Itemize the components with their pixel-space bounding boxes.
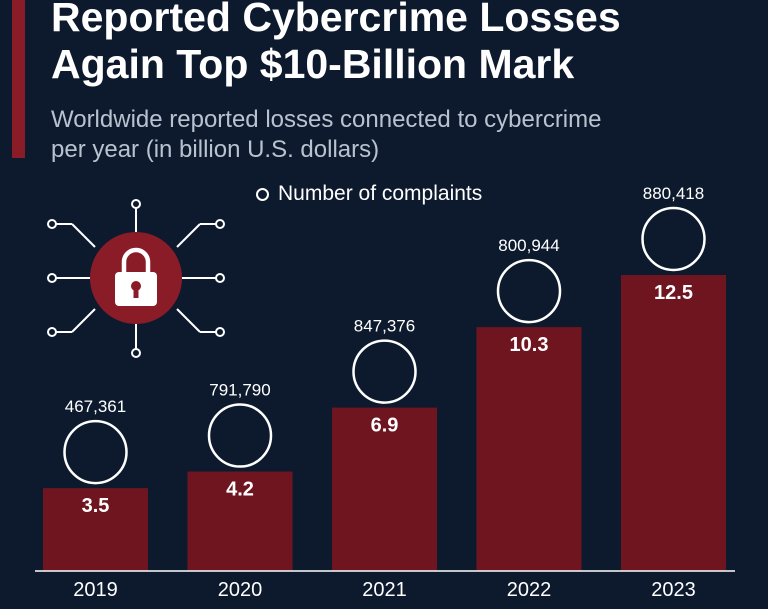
bar-2022 — [476, 327, 582, 571]
legend: Number of complaints — [256, 181, 482, 207]
complaints-label: 847,376 — [354, 317, 415, 336]
bar-2021 — [332, 407, 437, 571]
x-tick-label: 2023 — [651, 579, 696, 601]
bar-value-label: 4.2 — [226, 479, 254, 501]
complaints-circle — [641, 206, 706, 272]
complaints-label: 800,944 — [498, 236, 559, 255]
complaints-circle — [352, 339, 417, 404]
title-line-2: Again Top $10-Billion Mark — [51, 41, 575, 87]
bar-value-label: 3.5 — [82, 495, 110, 517]
bar-2019 — [43, 488, 148, 571]
bar-2020 — [187, 471, 293, 571]
legend-circle-icon — [256, 187, 269, 201]
x-tick-label: 2020 — [218, 579, 263, 601]
subtitle-line-2: per year (in billion U.S. dollars) — [51, 136, 380, 163]
bar-2023 — [621, 275, 726, 571]
complaints-label: 467,361 — [65, 397, 126, 416]
bar-value-label: 6.9 — [371, 415, 399, 437]
bar-value-label: 10.3 — [510, 334, 549, 356]
complaints-circle — [496, 258, 562, 324]
accent-bar — [12, 0, 25, 158]
x-tick-label: 2022 — [507, 579, 552, 601]
bar-value-label: 12.5 — [654, 282, 693, 304]
legend-label: Number of complaints — [278, 182, 483, 205]
chart-subtitle: Worldwide reported losses connected to c… — [51, 105, 601, 165]
subtitle-line-1: Worldwide reported losses connected to c… — [51, 106, 602, 133]
complaints-circle — [63, 419, 128, 485]
title-line-1: Reported Cybercrime Losses — [51, 0, 621, 40]
chart-title: Reported Cybercrime Losses Again Top $10… — [51, 0, 621, 88]
complaints-circle — [207, 403, 273, 468]
x-tick-label: 2019 — [73, 579, 118, 601]
complaints-label: 791,790 — [209, 381, 270, 400]
complaints-label: 880,418 — [643, 184, 704, 203]
padlock-circuit-icon — [47, 199, 225, 358]
x-tick-label: 2021 — [362, 579, 407, 601]
